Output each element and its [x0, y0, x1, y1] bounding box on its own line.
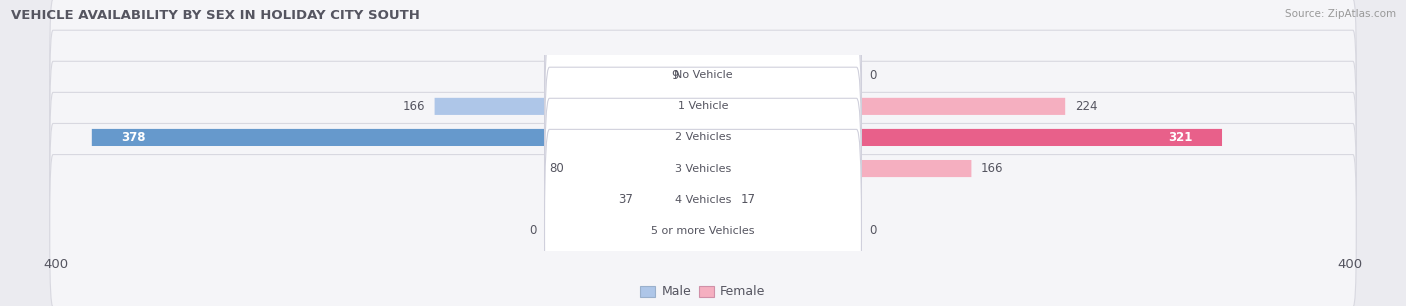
Text: 0: 0: [869, 224, 877, 237]
Text: 9: 9: [671, 69, 679, 82]
Text: 378: 378: [121, 131, 145, 144]
Text: 37: 37: [619, 193, 634, 206]
FancyBboxPatch shape: [544, 67, 862, 270]
FancyBboxPatch shape: [544, 129, 862, 306]
Text: 0: 0: [529, 224, 537, 237]
FancyBboxPatch shape: [49, 0, 1357, 151]
Text: VEHICLE AVAILABILITY BY SEX IN HOLIDAY CITY SOUTH: VEHICLE AVAILABILITY BY SEX IN HOLIDAY C…: [11, 9, 420, 22]
FancyBboxPatch shape: [544, 0, 862, 177]
Text: 0: 0: [869, 69, 877, 82]
FancyBboxPatch shape: [544, 36, 862, 239]
Text: 2 Vehicles: 2 Vehicles: [675, 132, 731, 143]
FancyBboxPatch shape: [49, 30, 1357, 183]
Text: 321: 321: [1168, 131, 1192, 144]
Text: Source: ZipAtlas.com: Source: ZipAtlas.com: [1285, 9, 1396, 19]
FancyBboxPatch shape: [703, 160, 972, 177]
FancyBboxPatch shape: [703, 191, 731, 208]
FancyBboxPatch shape: [544, 98, 862, 301]
Legend: Male, Female: Male, Female: [636, 280, 770, 304]
Text: 3 Vehicles: 3 Vehicles: [675, 163, 731, 174]
FancyBboxPatch shape: [643, 191, 703, 208]
Text: 80: 80: [550, 162, 564, 175]
FancyBboxPatch shape: [91, 129, 703, 146]
Text: 17: 17: [740, 193, 755, 206]
FancyBboxPatch shape: [689, 67, 703, 84]
FancyBboxPatch shape: [49, 123, 1357, 276]
Text: 224: 224: [1074, 100, 1098, 113]
Text: 1 Vehicle: 1 Vehicle: [678, 101, 728, 111]
FancyBboxPatch shape: [703, 98, 1066, 115]
FancyBboxPatch shape: [49, 61, 1357, 214]
Text: No Vehicle: No Vehicle: [673, 70, 733, 80]
FancyBboxPatch shape: [49, 155, 1357, 306]
FancyBboxPatch shape: [49, 92, 1357, 245]
Text: 5 or more Vehicles: 5 or more Vehicles: [651, 226, 755, 236]
FancyBboxPatch shape: [544, 5, 862, 208]
FancyBboxPatch shape: [434, 98, 703, 115]
FancyBboxPatch shape: [703, 129, 1222, 146]
Text: 166: 166: [402, 100, 425, 113]
Text: 166: 166: [981, 162, 1004, 175]
Text: 4 Vehicles: 4 Vehicles: [675, 195, 731, 205]
FancyBboxPatch shape: [574, 160, 703, 177]
